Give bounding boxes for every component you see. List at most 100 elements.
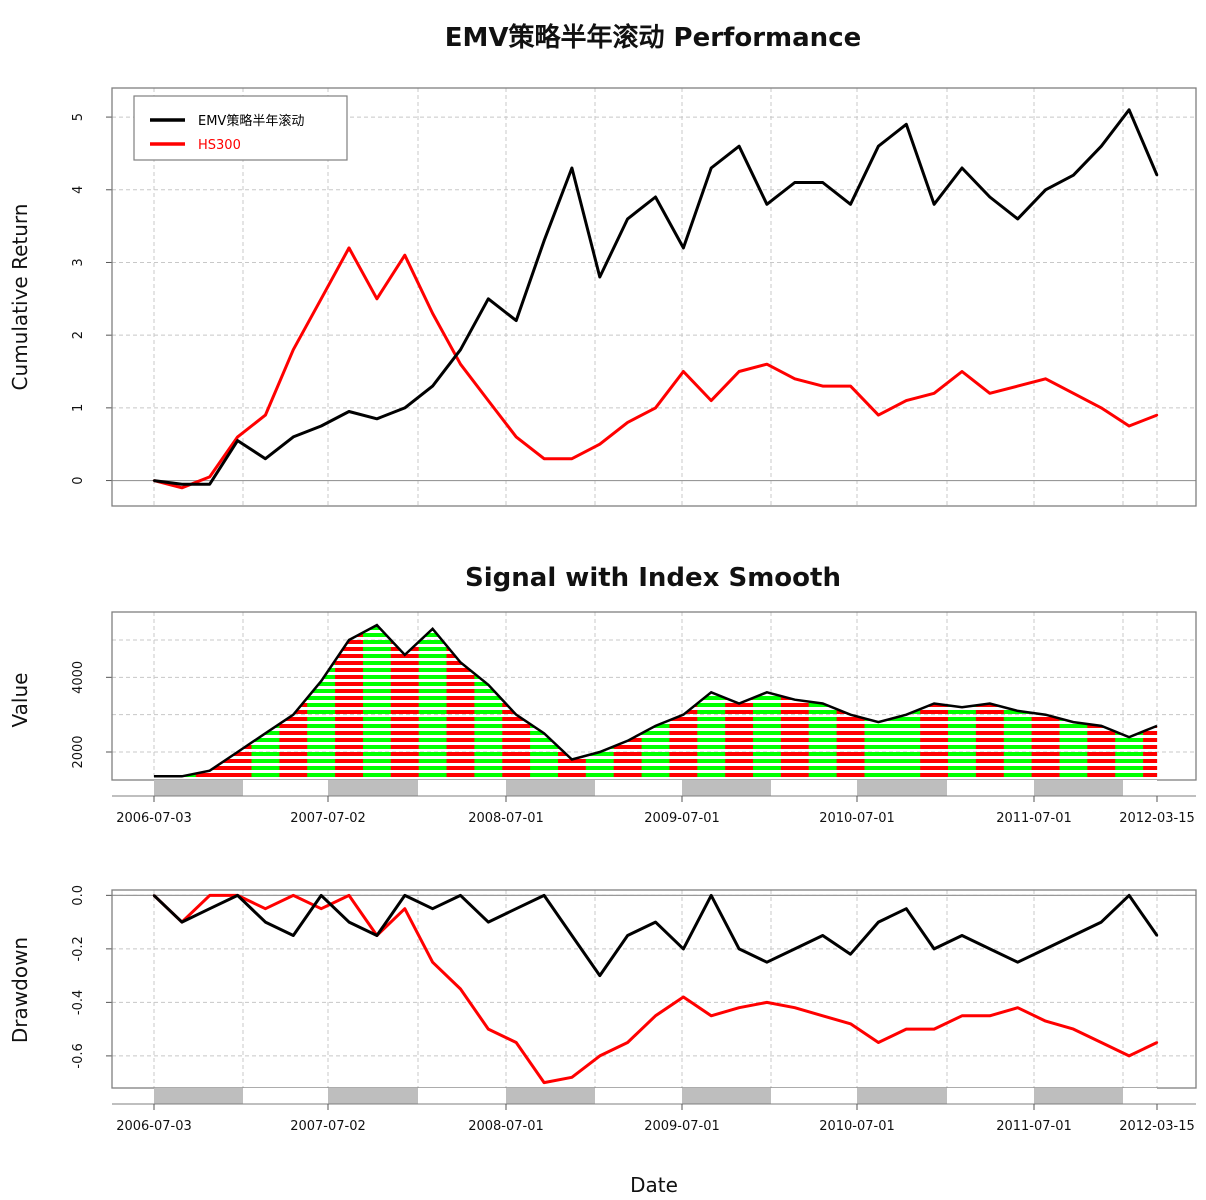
- signal-stripe: [224, 619, 253, 623]
- signal-stripe: [585, 703, 615, 707]
- signal-stripe: [418, 759, 448, 763]
- signal-stripe: [975, 717, 1005, 721]
- signal-stripe: [223, 626, 253, 630]
- signal-stripe: [195, 738, 225, 742]
- signal-stripe: [363, 619, 392, 623]
- signal-stripe: [1031, 661, 1061, 665]
- signal-stripe: [446, 731, 476, 735]
- signal-stripe: [585, 766, 615, 770]
- signal-stripe: [641, 738, 671, 742]
- signal-stripe: [418, 661, 448, 665]
- signal-stripe: [1087, 766, 1117, 770]
- signal-stripe: [363, 766, 392, 770]
- series-line-hs300: [153, 246, 1158, 490]
- signal-stripe: [753, 759, 782, 763]
- signal-stripe: [697, 752, 727, 756]
- signal-stripe: [1115, 773, 1145, 777]
- signal-stripe: [892, 738, 922, 742]
- signal-stripe: [446, 759, 476, 763]
- signal-stripe: [223, 696, 253, 700]
- signal-stripe: [1087, 689, 1117, 693]
- signal-stripe: [418, 640, 448, 644]
- signal-stripe: [836, 717, 866, 721]
- signal-stripe: [502, 689, 532, 693]
- signal-stripe: [167, 633, 197, 637]
- signal-stripe: [502, 682, 532, 686]
- signal-stripe: [641, 731, 671, 735]
- signal-stripe: [154, 689, 169, 693]
- signal-stripe: [167, 766, 197, 770]
- data-point: [208, 483, 211, 486]
- signal-stripes: [154, 619, 1157, 777]
- signal-stripe: [1087, 752, 1117, 756]
- signal-stripe: [474, 759, 504, 763]
- signal-stripe: [780, 633, 810, 637]
- data-point: [515, 435, 518, 439]
- signal-stripe: [474, 633, 504, 637]
- data-point: [598, 1054, 601, 1058]
- signal-stripe: [948, 717, 977, 721]
- signal-stripe: [669, 633, 699, 637]
- signal-stripe: [1003, 682, 1033, 686]
- data-point: [208, 894, 211, 897]
- signal-stripe: [920, 682, 950, 686]
- signal-stripe: [1003, 703, 1033, 707]
- data-point: [264, 413, 267, 417]
- signal-stripe: [725, 731, 755, 735]
- signal-stripe: [418, 668, 448, 672]
- signal-stripe: [446, 640, 476, 644]
- signal-stripe: [418, 731, 448, 735]
- signal-stripe: [697, 738, 727, 742]
- signal-stripe: [154, 640, 169, 644]
- signal-stripe: [920, 654, 950, 658]
- signal-stripe: [585, 731, 615, 735]
- signal-stripe: [725, 689, 755, 693]
- data-point: [932, 392, 936, 395]
- data-point: [849, 953, 852, 956]
- signal-stripe: [279, 654, 309, 658]
- signal-stripe: [335, 647, 364, 651]
- date-band-segment: [1034, 1088, 1123, 1104]
- signal-stripe: [697, 682, 727, 686]
- signal-stripe: [1059, 731, 1089, 735]
- signal-stripe: [1031, 773, 1061, 777]
- signal-stripe: [195, 724, 225, 728]
- signal-stripe: [1003, 640, 1033, 644]
- signal-stripe: [892, 654, 922, 658]
- signal-stripe: [558, 738, 587, 742]
- signal-stripe: [920, 640, 950, 644]
- plot-frame: [111, 889, 1197, 1089]
- signal-stripe: [697, 696, 727, 700]
- signal-stripe: [474, 696, 504, 700]
- signal-stripe: [808, 766, 838, 770]
- signal-stripe: [920, 668, 950, 672]
- signal-stripe: [975, 773, 1005, 777]
- signal-stripe: [920, 661, 950, 665]
- signal-stripe: [892, 745, 922, 749]
- signal-stripe: [363, 668, 392, 672]
- signal-stripe: [585, 717, 615, 721]
- signal-stripe: [502, 668, 532, 672]
- signal-stripe: [864, 661, 894, 665]
- signal-stripe: [1003, 759, 1033, 763]
- signal-stripe: [808, 682, 838, 686]
- data-point: [542, 894, 546, 897]
- signal-stripe: [1115, 696, 1145, 700]
- signal-stripe: [418, 710, 448, 714]
- signal-stripe: [251, 682, 281, 686]
- date-band-segment: [506, 1088, 595, 1104]
- signal-stripe: [1031, 668, 1061, 672]
- signal-stripe: [530, 626, 559, 630]
- signal-stripe: [725, 773, 755, 777]
- signal-stripe: [892, 724, 922, 728]
- signal-stripe: [558, 759, 587, 763]
- signal-stripe: [1059, 752, 1089, 756]
- signal-stripe: [195, 668, 225, 672]
- x-tick-label: 2006-07-03: [116, 811, 192, 826]
- date-band-segment: [771, 780, 857, 796]
- y-tick-label: 3: [71, 258, 86, 266]
- signal-stripe: [363, 647, 392, 651]
- signal-stripe: [502, 731, 532, 735]
- signal-stripe: [307, 773, 337, 777]
- data-point: [598, 443, 601, 446]
